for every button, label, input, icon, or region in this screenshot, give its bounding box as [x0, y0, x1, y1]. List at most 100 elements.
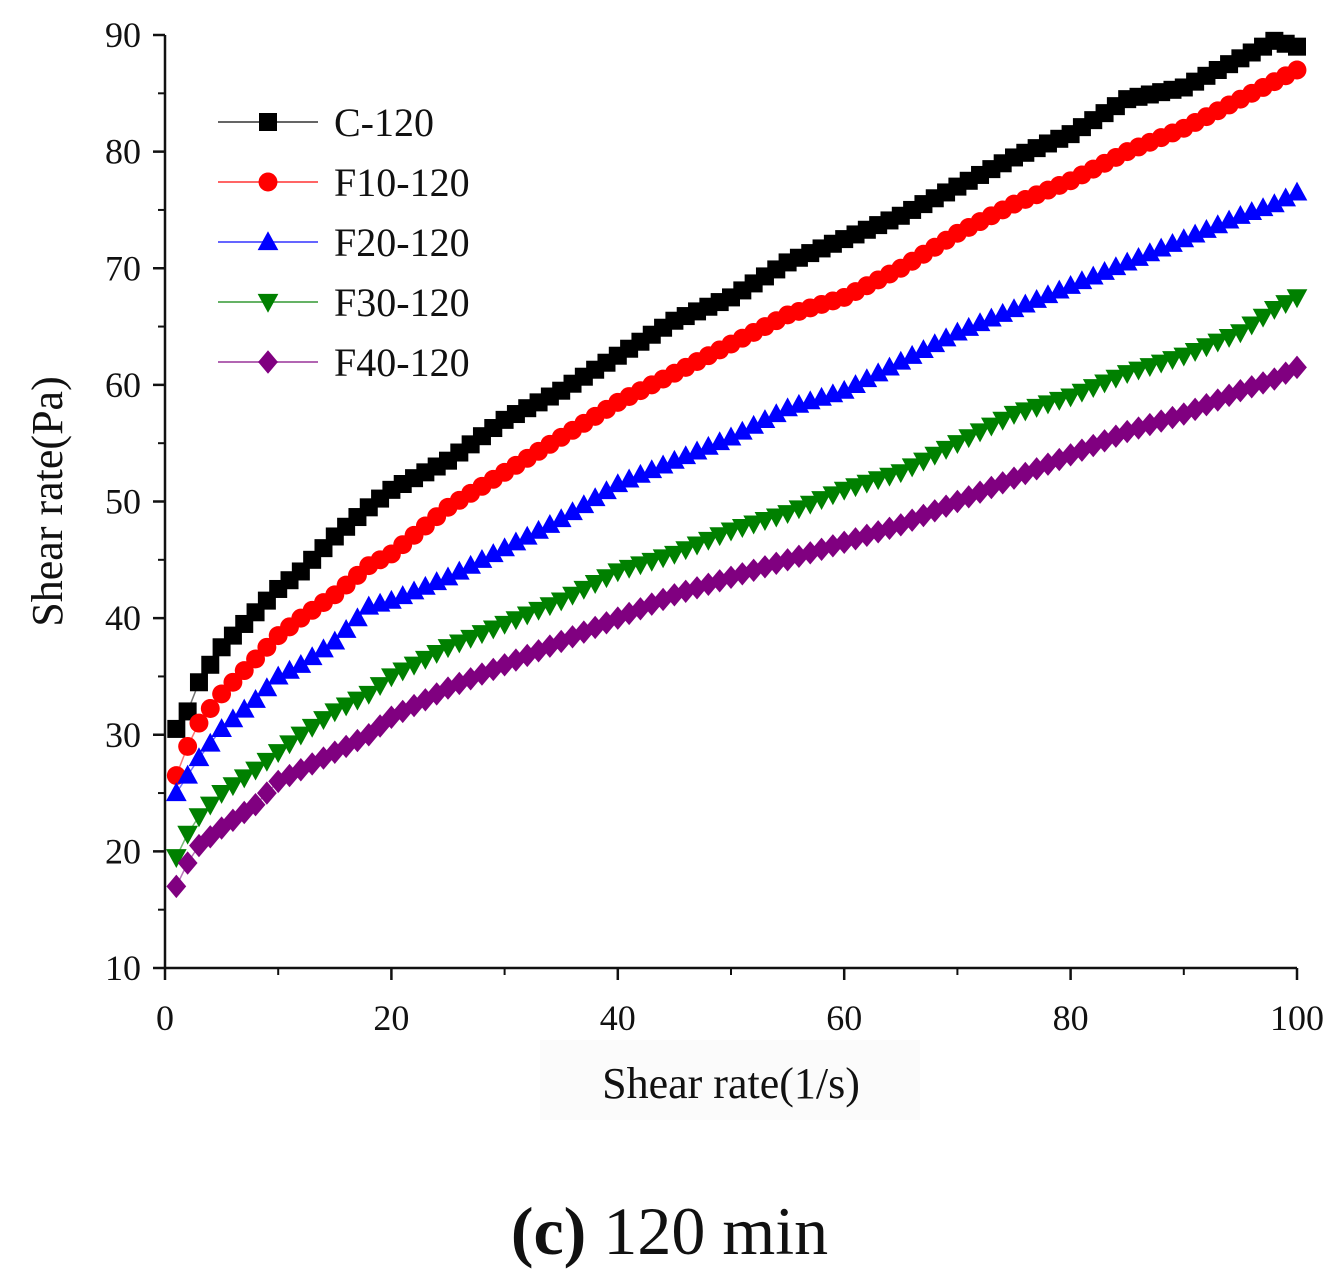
- data-point-F40-120: [290, 758, 311, 782]
- data-point-F40-120: [1151, 409, 1172, 433]
- data-point-F30-120: [720, 522, 742, 542]
- data-point-F40-120: [494, 653, 515, 677]
- series-F20-120: [165, 181, 1308, 802]
- legend-label: F10-120: [334, 160, 470, 205]
- data-point-F30-120: [833, 481, 855, 501]
- legend-marker: [257, 293, 279, 313]
- data-point-F30-120: [267, 744, 289, 764]
- data-point-F40-120: [675, 579, 696, 604]
- data-point-F10-120: [246, 649, 266, 669]
- y-tick-label: 50: [105, 482, 141, 522]
- data-point-F30-120: [924, 446, 946, 466]
- data-point-F20-120: [222, 708, 244, 728]
- data-point-C-120: [1288, 37, 1306, 56]
- data-point-F40-120: [517, 643, 538, 668]
- data-point-F40-120: [709, 569, 730, 593]
- data-point-F10-120: [234, 661, 254, 681]
- data-point-F20-120: [199, 732, 221, 752]
- data-point-F40-120: [324, 740, 345, 764]
- legend-marker: [257, 231, 279, 251]
- data-point-F30-120: [709, 527, 731, 547]
- data-point-F30-120: [1094, 374, 1115, 394]
- data-point-F20-120: [494, 537, 515, 557]
- data-point-F10-120: [200, 699, 220, 718]
- legend-label: F40-120: [334, 340, 470, 385]
- data-point-F30-120: [1230, 324, 1251, 344]
- data-point-F40-120: [630, 597, 651, 621]
- legend-item-C-120: C-120: [218, 100, 434, 145]
- data-point-F30-120: [369, 677, 391, 696]
- data-point-F30-120: [245, 761, 266, 781]
- data-point-F40-120: [256, 781, 277, 805]
- data-point-F40-120: [585, 615, 606, 640]
- data-point-F20-120: [245, 688, 266, 708]
- data-point-F40-120: [449, 671, 470, 696]
- data-point-F20-120: [1275, 187, 1297, 207]
- legend-marker: [258, 172, 278, 192]
- data-point-F20-120: [833, 379, 855, 399]
- data-point-F40-120: [1219, 383, 1239, 408]
- data-point-F30-120: [675, 541, 697, 561]
- data-point-F30-120: [448, 634, 470, 654]
- series-F40-120: [166, 355, 1307, 899]
- x-tick-label: 40: [600, 998, 636, 1038]
- data-point-F20-120: [584, 487, 606, 507]
- data-point-F40-120: [166, 874, 187, 899]
- data-point-F40-120: [721, 565, 741, 590]
- y-tick-label: 20: [105, 831, 141, 871]
- data-point-F30-120: [256, 752, 278, 772]
- y-tick-label: 30: [105, 715, 141, 755]
- data-point-F20-120: [516, 525, 538, 545]
- data-point-C-120: [178, 702, 197, 721]
- y-tick-label: 10: [105, 948, 141, 988]
- data-point-F20-120: [856, 368, 878, 388]
- data-point-F20-120: [1264, 193, 1285, 213]
- series-F30-120: [165, 289, 1308, 869]
- data-point-F30-120: [1275, 295, 1297, 315]
- data-point-F40-120: [619, 601, 640, 626]
- data-point-F30-120: [403, 656, 425, 676]
- data-point-F20-120: [901, 344, 923, 364]
- data-point-F30-120: [505, 611, 527, 631]
- x-tick-label: 0: [156, 998, 174, 1038]
- data-point-F10-120: [1287, 60, 1307, 80]
- data-point-F20-120: [279, 659, 300, 679]
- data-point-F20-120: [267, 665, 289, 685]
- data-point-F40-120: [313, 746, 334, 770]
- data-point-F40-120: [415, 688, 436, 712]
- data-point-F30-120: [550, 592, 572, 612]
- data-point-F20-120: [754, 409, 776, 428]
- data-point-F20-120: [528, 519, 549, 539]
- data-point-F20-120: [165, 782, 187, 802]
- data-point-F30-120: [935, 440, 957, 460]
- data-point-F10-120: [178, 736, 198, 756]
- data-point-F30-120: [958, 429, 980, 449]
- data-point-F30-120: [1048, 391, 1070, 411]
- legend-item-F10-120: F10-120: [218, 160, 470, 205]
- data-point-F40-120: [1185, 397, 1206, 422]
- data-point-F20-120: [313, 638, 334, 658]
- data-point-F30-120: [1116, 365, 1138, 385]
- y-axis-title: Shear rate(Pa): [23, 376, 72, 626]
- data-point-F20-120: [460, 554, 481, 574]
- data-point-F40-120: [460, 667, 481, 691]
- figure-caption: (c) 120 min: [0, 1192, 1339, 1271]
- series-C-120: [167, 31, 1306, 738]
- data-point-F30-120: [1071, 383, 1093, 403]
- data-point-F30-120: [969, 423, 991, 443]
- data-point-F40-120: [336, 734, 357, 759]
- data-point-F30-120: [584, 575, 606, 594]
- data-point-F20-120: [256, 677, 278, 697]
- y-tick-label: 90: [105, 15, 141, 55]
- data-point-F30-120: [324, 703, 346, 723]
- data-point-F40-120: [1105, 424, 1126, 448]
- data-point-F30-120: [765, 508, 787, 528]
- data-point-F30-120: [1252, 308, 1274, 328]
- data-point-F30-120: [177, 825, 198, 845]
- data-point-F40-120: [370, 714, 390, 738]
- data-point-F30-120: [879, 467, 900, 487]
- data-point-F30-120: [992, 411, 1014, 431]
- data-point-F30-120: [618, 559, 640, 579]
- data-point-F20-120: [562, 501, 583, 521]
